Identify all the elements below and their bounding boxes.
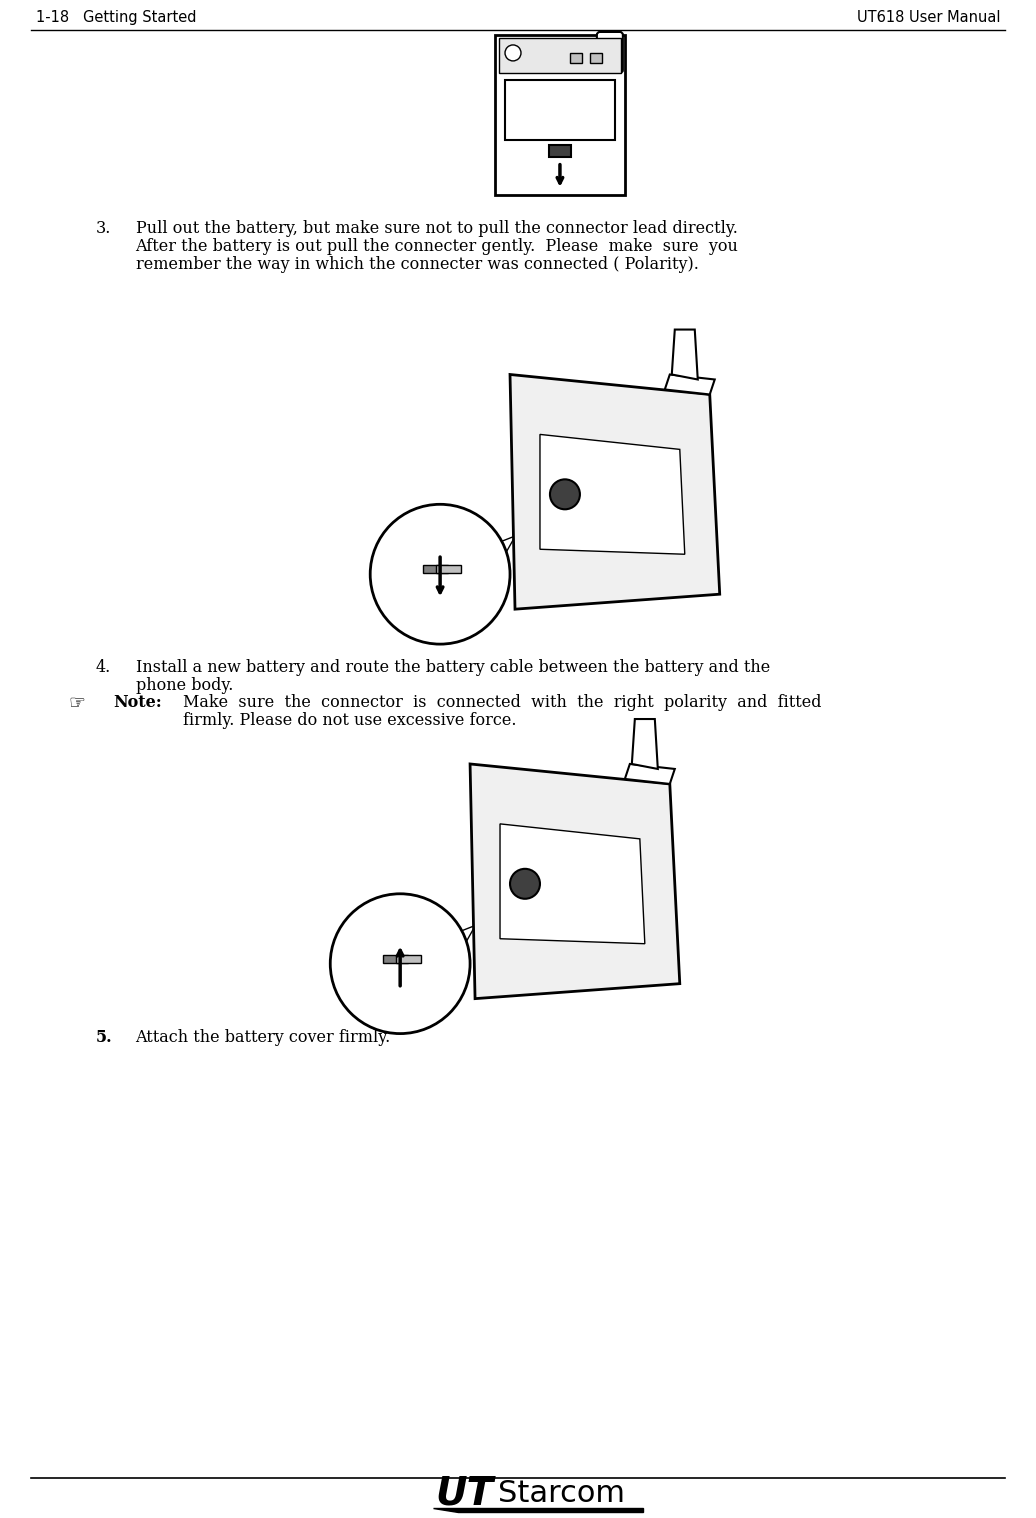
Text: Pull out the battery, but make sure not to pull the connector lead directly.: Pull out the battery, but make sure not … [136,220,738,237]
Polygon shape [632,720,658,770]
Polygon shape [470,764,680,999]
Text: Make  sure  the  connector  is  connected  with  the  right  polarity  and  fitt: Make sure the connector is connected wit… [183,694,822,710]
FancyBboxPatch shape [396,955,421,962]
Circle shape [505,46,521,61]
Text: After the battery is out pull the connecter gently.  Please  make  sure  you: After the battery is out pull the connec… [136,238,739,255]
Text: UT618 User Manual: UT618 User Manual [857,11,1001,26]
Text: 3.: 3. [95,220,111,237]
FancyBboxPatch shape [499,38,621,73]
Circle shape [510,868,540,899]
Text: UT: UT [435,1475,493,1513]
FancyBboxPatch shape [570,53,582,62]
Text: Install a new battery and route the battery cable between the battery and the: Install a new battery and route the batt… [136,659,770,676]
Text: ☞: ☞ [68,694,85,713]
Text: Note:: Note: [114,694,163,710]
Polygon shape [665,375,715,395]
Polygon shape [671,329,698,380]
Text: Starcom: Starcom [498,1480,625,1509]
Circle shape [550,480,580,510]
Text: remember the way in which the connecter was connected ( Polarity).: remember the way in which the connecter … [136,255,698,273]
FancyBboxPatch shape [436,565,461,574]
Polygon shape [500,824,644,944]
Polygon shape [625,764,674,783]
Text: phone body.: phone body. [136,677,233,694]
FancyBboxPatch shape [589,53,602,62]
FancyBboxPatch shape [549,144,571,156]
Text: Attach the battery cover firmly.: Attach the battery cover firmly. [136,1029,391,1046]
Circle shape [330,894,470,1034]
Polygon shape [433,1507,642,1512]
FancyBboxPatch shape [383,955,408,962]
FancyBboxPatch shape [495,35,625,194]
Polygon shape [540,434,685,554]
Text: 1-18   Getting Started: 1-18 Getting Started [35,11,196,26]
Text: 4.: 4. [95,659,111,676]
FancyBboxPatch shape [597,32,623,73]
FancyBboxPatch shape [505,80,615,140]
Text: 5.: 5. [95,1029,112,1046]
FancyBboxPatch shape [423,565,449,574]
Polygon shape [510,375,720,609]
Circle shape [370,504,510,644]
Text: firmly. Please do not use excessive force.: firmly. Please do not use excessive forc… [183,712,517,729]
